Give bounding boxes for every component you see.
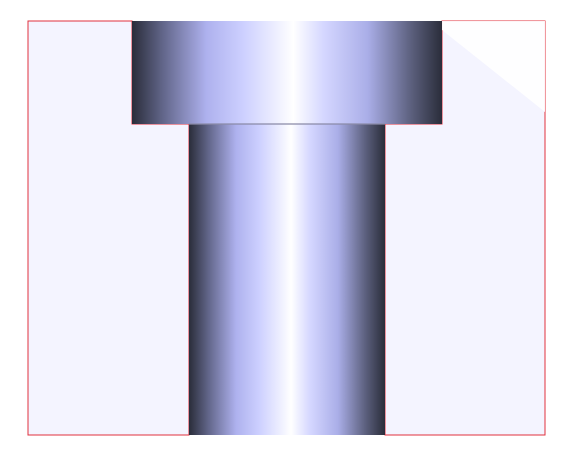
right-block-shading: [442, 21, 545, 112]
cylinder-shank: [189, 124, 385, 435]
cylinder-head: [132, 21, 442, 124]
